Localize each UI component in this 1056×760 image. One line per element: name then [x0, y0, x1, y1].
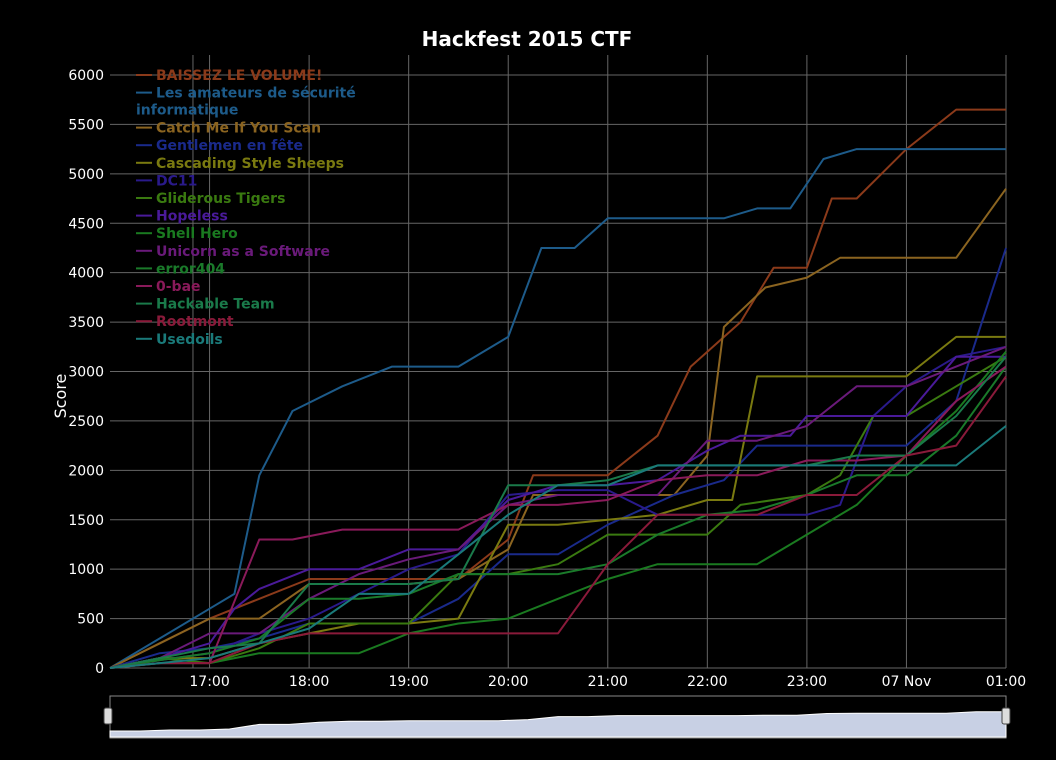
legend-item: 0-bae [156, 279, 201, 295]
legend-item: Gentlemen en fête [156, 138, 303, 154]
legend-item: BAISSEZ LE VOLUME! [156, 68, 322, 84]
y-tick-label: 3500 [68, 315, 104, 331]
legend-item: Shell Hero [156, 226, 238, 242]
range-slider[interactable] [103, 695, 1011, 739]
x-tick-label: 17:00 [189, 674, 229, 690]
y-tick-label: 4500 [68, 216, 104, 232]
y-tick-label: 2000 [68, 463, 104, 479]
series-line [109, 355, 1007, 669]
series-line [109, 108, 1006, 669]
y-axis-ticks: 0 500 1000 1500 2000 2500 3000 3500 4000 4500 5000… [68, 68, 104, 677]
y-tick-label: 6000 [68, 68, 104, 84]
legend-item: Rootmont [156, 314, 234, 330]
legend: BAISSEZ LE VOLUME! Les amateurs de sécuri… [136, 68, 356, 348]
legend-item: Les amateurs de sécurité informatique [136, 86, 356, 119]
y-tick-label: 5500 [68, 117, 104, 133]
chart-title: Hackfest 2015 CTF [422, 27, 633, 51]
series-line [109, 148, 1006, 669]
x-tick-label: 01:00 [986, 674, 1026, 690]
range-slider-left-handle[interactable] [103, 707, 113, 725]
series-lines [109, 108, 1007, 669]
series-line [109, 425, 1007, 669]
y-tick-label: 4000 [68, 266, 104, 282]
legend-item: error404 [156, 261, 225, 277]
y-tick-label: 1000 [68, 562, 104, 578]
y-tick-label: 2500 [68, 414, 104, 430]
y-axis-label: Score [51, 374, 70, 419]
legend-item: Hackable Team [156, 297, 275, 313]
y-tick-label: 500 [77, 612, 104, 628]
x-tick-label: 20:00 [488, 674, 528, 690]
legend-item: Usedoils [156, 332, 223, 348]
series-line [109, 247, 1007, 669]
legend-item: Unicorn as a Software [156, 244, 330, 260]
legend-item: DC11 [156, 173, 197, 189]
range-slider-right-handle[interactable] [1001, 707, 1011, 725]
legend-item: Catch Me If You Scan [156, 121, 321, 137]
series-line [109, 365, 1007, 669]
series-line [109, 345, 1007, 669]
grid [110, 55, 1007, 669]
x-tick-label: 22:00 [687, 674, 727, 690]
y-tick-label: 3000 [68, 365, 104, 381]
series-line [109, 351, 1007, 669]
legend-item: Hopeless [156, 209, 228, 225]
range-slider-preview [109, 711, 1007, 738]
x-tick-label: 21:00 [588, 674, 628, 690]
y-tick-label: 5000 [68, 167, 104, 183]
y-tick-label: 1500 [68, 513, 104, 529]
x-tick-label: 18:00 [289, 674, 329, 690]
series-line [109, 366, 1007, 669]
legend-item: Cascading Style Sheeps [156, 156, 344, 172]
x-tick-label: 19:00 [388, 674, 428, 690]
x-tick-label: 23:00 [787, 674, 827, 690]
y-tick-label: 0 [95, 661, 104, 677]
x-axis-ticks: 17:00 18:00 19:00 20:00 21:00 22:00 23:00 07 No… [189, 674, 1026, 690]
x-tick-label: 07 Nov [882, 674, 932, 690]
legend-item: Gliderous Tigers [156, 191, 285, 207]
